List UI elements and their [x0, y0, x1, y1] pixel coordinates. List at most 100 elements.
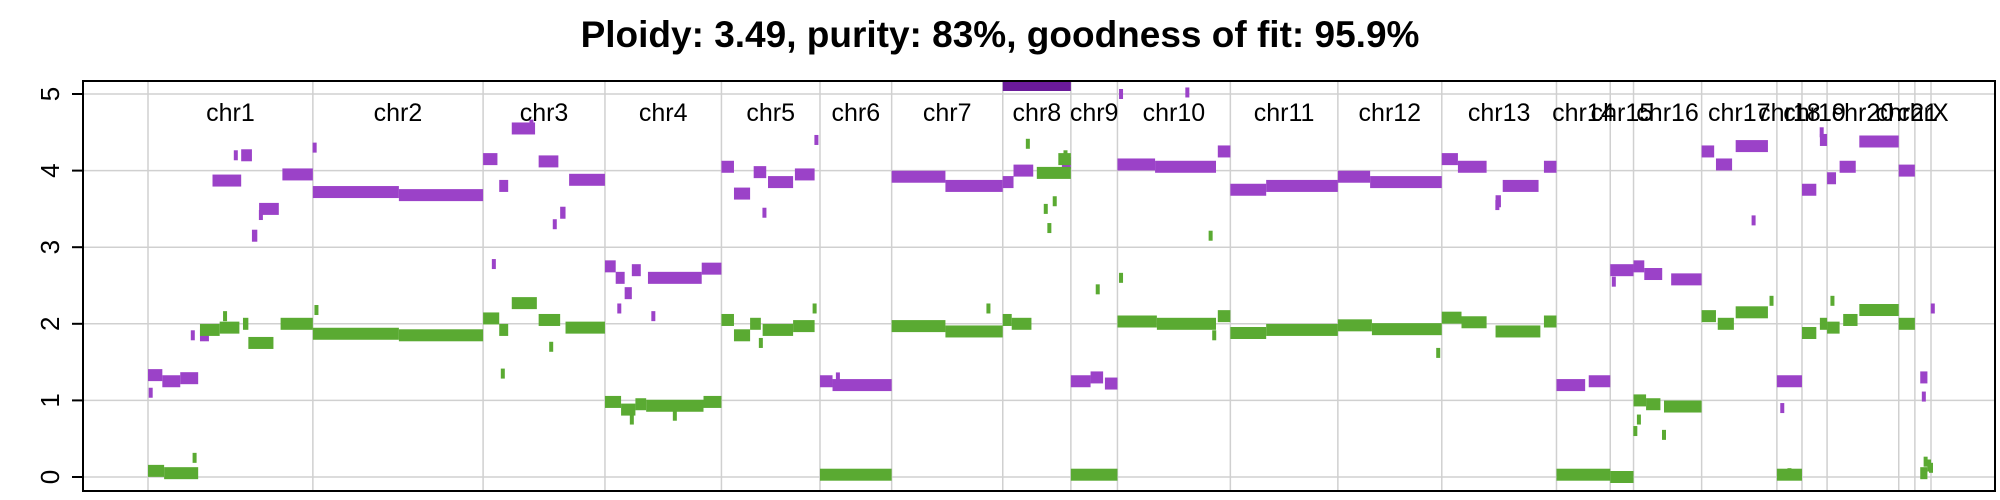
major-copy-number-segment	[832, 379, 892, 392]
y-tick-label: 2	[35, 317, 65, 331]
chromosome-label: chr4	[639, 99, 688, 127]
minor-copy-number-point	[812, 303, 817, 314]
major-copy-number-segment	[1920, 371, 1928, 384]
minor-copy-number-segment	[1011, 317, 1032, 330]
major-copy-number-segment	[538, 155, 559, 168]
major-copy-number-point	[1611, 276, 1616, 287]
major-copy-number-point	[233, 150, 238, 161]
minor-copy-number-segment	[1266, 323, 1338, 336]
minor-copy-number-point	[1095, 284, 1100, 295]
chromosome-label: chr5	[746, 99, 795, 127]
major-copy-number-segment	[1117, 158, 1156, 171]
minor-copy-number-segment	[750, 317, 761, 330]
minor-copy-number-segment	[621, 403, 636, 416]
major-copy-number-segment	[1715, 158, 1733, 171]
major-copy-number-segment	[1070, 375, 1091, 388]
minor-copy-number-segment	[793, 320, 815, 333]
minor-copy-number-segment	[1843, 313, 1858, 326]
major-copy-number-segment	[794, 168, 815, 181]
major-copy-number-segment	[1090, 371, 1104, 384]
minor-copy-number-segment	[1117, 315, 1157, 328]
minor-copy-number-segment	[398, 329, 484, 342]
major-copy-number-segment	[768, 176, 794, 189]
minor-copy-number-point	[758, 337, 763, 348]
major-copy-number-segment	[251, 229, 258, 242]
major-copy-number-segment	[1819, 133, 1828, 146]
major-copy-number-segment	[1217, 145, 1231, 158]
minor-copy-number-segment	[483, 312, 500, 325]
minor-copy-number-segment	[538, 313, 561, 326]
minor-copy-number-segment	[635, 398, 647, 411]
minor-copy-number-point	[1043, 203, 1048, 214]
minor-copy-number-point	[1119, 272, 1124, 283]
minor-copy-number-segment	[604, 395, 622, 408]
major-copy-number-segment	[891, 170, 946, 183]
minor-copy-number-segment	[219, 321, 240, 334]
minor-copy-number-segment	[1156, 317, 1217, 330]
minor-copy-number-segment	[1543, 315, 1557, 328]
chromosome-label: chrX	[1897, 99, 1949, 127]
chromosome-label: chr7	[923, 99, 972, 127]
major-copy-number-segment	[1337, 170, 1371, 183]
major-copy-number-segment	[1735, 140, 1768, 153]
minor-copy-number-point	[1929, 462, 1933, 473]
major-copy-number-segment	[241, 149, 252, 162]
major-copy-number-point	[1185, 87, 1190, 98]
major-copy-number-segment	[945, 179, 1003, 192]
major-copy-number-point	[617, 303, 622, 314]
major-copy-number-segment	[1266, 179, 1338, 192]
minor-copy-number-segment	[242, 317, 249, 330]
minor-copy-number-point	[1830, 295, 1835, 306]
minor-copy-number-point	[549, 341, 554, 352]
minor-copy-number-point	[986, 303, 991, 314]
minor-copy-number-segment	[703, 395, 722, 408]
major-copy-number-point	[1495, 200, 1500, 211]
chromosome-labels: chr1 chr2 chr3 chr4 chr5 chr6 chr7 chr8 chr9 chr1…	[206, 99, 1949, 127]
chromosome-label: chr18	[1758, 99, 1821, 127]
chromosome-label: chr11	[1254, 99, 1315, 127]
major-copy-number-segment	[1801, 183, 1817, 196]
major-copy-number-point	[814, 134, 819, 145]
minor-copy-number-segment	[1371, 323, 1442, 336]
minor-copy-number-segment	[1646, 398, 1661, 411]
major-copy-number-point	[1119, 89, 1124, 99]
minor-copy-number-segment	[1819, 317, 1828, 330]
major-copy-number-segment	[1370, 176, 1442, 189]
minor-copy-number-point	[1436, 347, 1441, 358]
chromosome-label: chr12	[1359, 99, 1422, 127]
chromosome-label: chr6	[832, 99, 881, 127]
minor-copy-number-segment	[1717, 317, 1734, 330]
major-copy-number-segment	[753, 166, 767, 179]
minor-copy-number-segment	[199, 323, 220, 336]
minor-copy-number-point	[1025, 138, 1030, 149]
minor-copy-number-point	[1787, 468, 1792, 479]
major-copy-number-segment	[398, 189, 484, 202]
y-tick-label: 5	[35, 87, 65, 101]
minor-copy-number-segment	[312, 327, 399, 340]
major-copy-number-segment	[1671, 273, 1702, 286]
major-copy-number-segment	[1230, 183, 1267, 196]
minor-copy-number-segment	[1217, 310, 1231, 323]
minor-copy-number-point	[314, 305, 319, 316]
major-copy-number-segment	[569, 173, 605, 186]
minor-copy-number-segment	[280, 317, 313, 330]
minor-copy-number-segment	[733, 329, 751, 342]
major-copy-number-segment	[721, 160, 734, 173]
minor-copy-number-segment	[1920, 467, 1928, 480]
y-tick-label: 3	[35, 240, 65, 254]
major-copy-number-point	[835, 372, 840, 383]
minor-copy-number-segment	[1556, 468, 1611, 481]
minor-copy-number-segment	[1735, 306, 1768, 319]
major-copy-number-segment	[1827, 172, 1837, 185]
plot-frame	[82, 80, 1996, 492]
minor-copy-number-segment	[164, 467, 199, 480]
minor-copy-number-segment	[945, 325, 1003, 338]
minor-copy-number-point	[1636, 414, 1641, 425]
major-copy-number-segment	[1104, 377, 1118, 390]
minor-copy-number-segment	[1337, 319, 1372, 332]
chromosome-label: chr14	[1552, 99, 1615, 127]
minor-copy-number-segment	[499, 323, 509, 336]
chromosome-label: chr9	[1070, 99, 1119, 127]
data-layer	[148, 82, 1935, 483]
